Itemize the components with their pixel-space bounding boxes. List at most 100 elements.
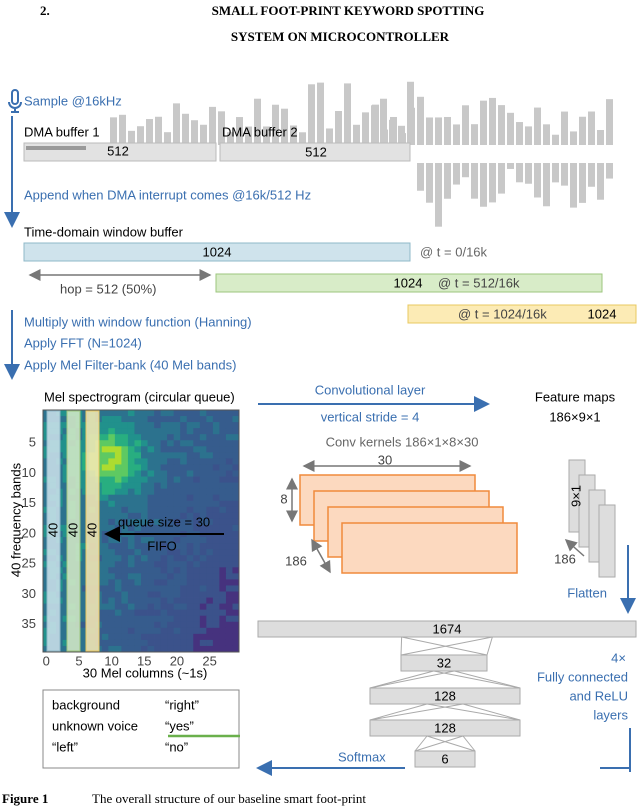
spectrogram-cell bbox=[141, 597, 148, 604]
spectrogram-cell bbox=[193, 543, 201, 550]
dma-label: DMA buffer 1 bbox=[24, 124, 100, 139]
wave-bar bbox=[552, 134, 559, 145]
spectrogram-cell bbox=[225, 579, 233, 586]
spectrogram-cell bbox=[193, 416, 201, 423]
spectrogram-cell bbox=[212, 537, 220, 544]
spectrogram-cell bbox=[160, 567, 168, 574]
spectrogram-cell bbox=[127, 567, 135, 574]
spectrogram-cell bbox=[232, 410, 240, 417]
spectrogram-cell bbox=[141, 567, 148, 574]
spectrogram-cell bbox=[43, 603, 50, 611]
spectrogram-cell bbox=[121, 603, 129, 611]
sample-label: Sample @16kHz bbox=[24, 93, 122, 108]
fc-size: 128 bbox=[434, 720, 456, 735]
spectrogram-cell bbox=[141, 434, 148, 441]
spectrogram-cell bbox=[199, 440, 207, 447]
spectrogram-cell bbox=[212, 524, 220, 532]
spectrogram-cell bbox=[121, 549, 129, 556]
fc-label: and ReLU bbox=[569, 688, 628, 703]
spectrogram-cell bbox=[114, 615, 122, 623]
spectrogram-cell bbox=[154, 615, 161, 623]
spectrogram-cell bbox=[121, 621, 129, 629]
spectrogram-cell bbox=[134, 512, 142, 520]
spectrogram-cell bbox=[180, 512, 188, 520]
wave-bar bbox=[507, 163, 514, 169]
spectrogram-cell bbox=[108, 561, 116, 568]
spectrogram-cell bbox=[186, 488, 194, 496]
spectrogram-cell bbox=[127, 609, 135, 617]
spectrogram-cell bbox=[199, 627, 207, 635]
step-label: Apply FFT (N=1024) bbox=[24, 335, 142, 350]
spectrogram-cell bbox=[206, 440, 214, 447]
spectrogram-cell bbox=[147, 500, 155, 508]
spectrogram-cell bbox=[180, 633, 188, 641]
spectrogram-cell bbox=[219, 428, 227, 435]
spectrogram-cell bbox=[173, 482, 181, 490]
spectrogram-cell bbox=[173, 488, 181, 496]
spectrogram-cell bbox=[62, 416, 70, 423]
spectrogram-cell bbox=[121, 518, 129, 526]
dma-size: 512 bbox=[305, 144, 327, 159]
spectrogram-cell bbox=[193, 579, 201, 586]
spectrogram-cell bbox=[101, 633, 109, 641]
spectrogram-cell bbox=[180, 603, 188, 611]
spectrogram-cell bbox=[193, 506, 201, 514]
x-tick-label: 10 bbox=[104, 653, 118, 668]
fc-connection bbox=[414, 735, 464, 752]
spectrogram-cell bbox=[108, 452, 116, 459]
spectrogram-cell bbox=[167, 452, 175, 459]
spectrogram-cell bbox=[167, 615, 175, 623]
step-label: Multiply with window function (Hanning) bbox=[24, 314, 252, 329]
spectrogram-cell bbox=[127, 464, 135, 471]
y-tick-label: 15 bbox=[22, 495, 36, 510]
spectrogram-cell bbox=[219, 591, 227, 598]
spectrogram-cell bbox=[101, 446, 109, 453]
spectrogram-cell bbox=[206, 597, 214, 604]
spectrogram-cell bbox=[225, 615, 233, 623]
spectrogram-cell bbox=[219, 416, 227, 423]
spectrogram-cell bbox=[141, 476, 148, 483]
spectrogram-cell bbox=[114, 518, 122, 526]
spectrogram-cell bbox=[101, 645, 109, 653]
spectrogram-cell bbox=[62, 488, 70, 496]
spectrogram-cell bbox=[206, 470, 214, 477]
spectrogram-cell bbox=[160, 494, 168, 502]
spectrogram-cell bbox=[121, 416, 129, 423]
spectrogram-cell bbox=[108, 591, 116, 598]
spectrogram-cell bbox=[127, 621, 135, 629]
wave-bar bbox=[173, 103, 180, 145]
spectrogram-cell bbox=[193, 567, 201, 574]
frame-size: 1024 bbox=[394, 275, 423, 290]
wave-bar bbox=[606, 99, 613, 145]
spectrogram-cell bbox=[101, 603, 109, 611]
spectrogram-cell bbox=[154, 579, 161, 586]
spectrogram-cell bbox=[154, 609, 161, 617]
spectrogram-cell bbox=[193, 639, 201, 647]
spectrogram-cell bbox=[108, 494, 116, 502]
spectrogram-cell bbox=[180, 621, 188, 629]
spectrogram-cell bbox=[206, 567, 214, 574]
fc-layer bbox=[400, 654, 488, 672]
wave-bar bbox=[263, 126, 270, 145]
spectrogram-cell bbox=[43, 579, 50, 586]
spectrogram-cell bbox=[186, 615, 194, 623]
spectrogram-cell bbox=[147, 410, 155, 417]
spectrogram-cell bbox=[121, 597, 129, 604]
spectrogram-cell bbox=[160, 549, 168, 556]
spectrogram-cell bbox=[232, 597, 240, 604]
spectrogram-cell bbox=[43, 458, 50, 465]
spectrogram-cell bbox=[206, 482, 214, 490]
features-title: Feature maps bbox=[535, 389, 616, 404]
spectrogram-cell bbox=[193, 464, 201, 471]
spectrogram-cell bbox=[108, 639, 116, 647]
spectrogram-cell bbox=[154, 597, 161, 604]
spectrogram-cell bbox=[134, 573, 142, 580]
spectrogram-cell bbox=[62, 567, 70, 574]
spectrogram-cell bbox=[154, 543, 161, 550]
spectrogram-cell bbox=[219, 458, 227, 465]
y-tick-label: 10 bbox=[22, 465, 36, 480]
wave-bar bbox=[236, 117, 243, 145]
spectrogram-cell bbox=[108, 464, 116, 471]
spectrogram-cell bbox=[134, 597, 142, 604]
wave-bar bbox=[444, 116, 451, 145]
